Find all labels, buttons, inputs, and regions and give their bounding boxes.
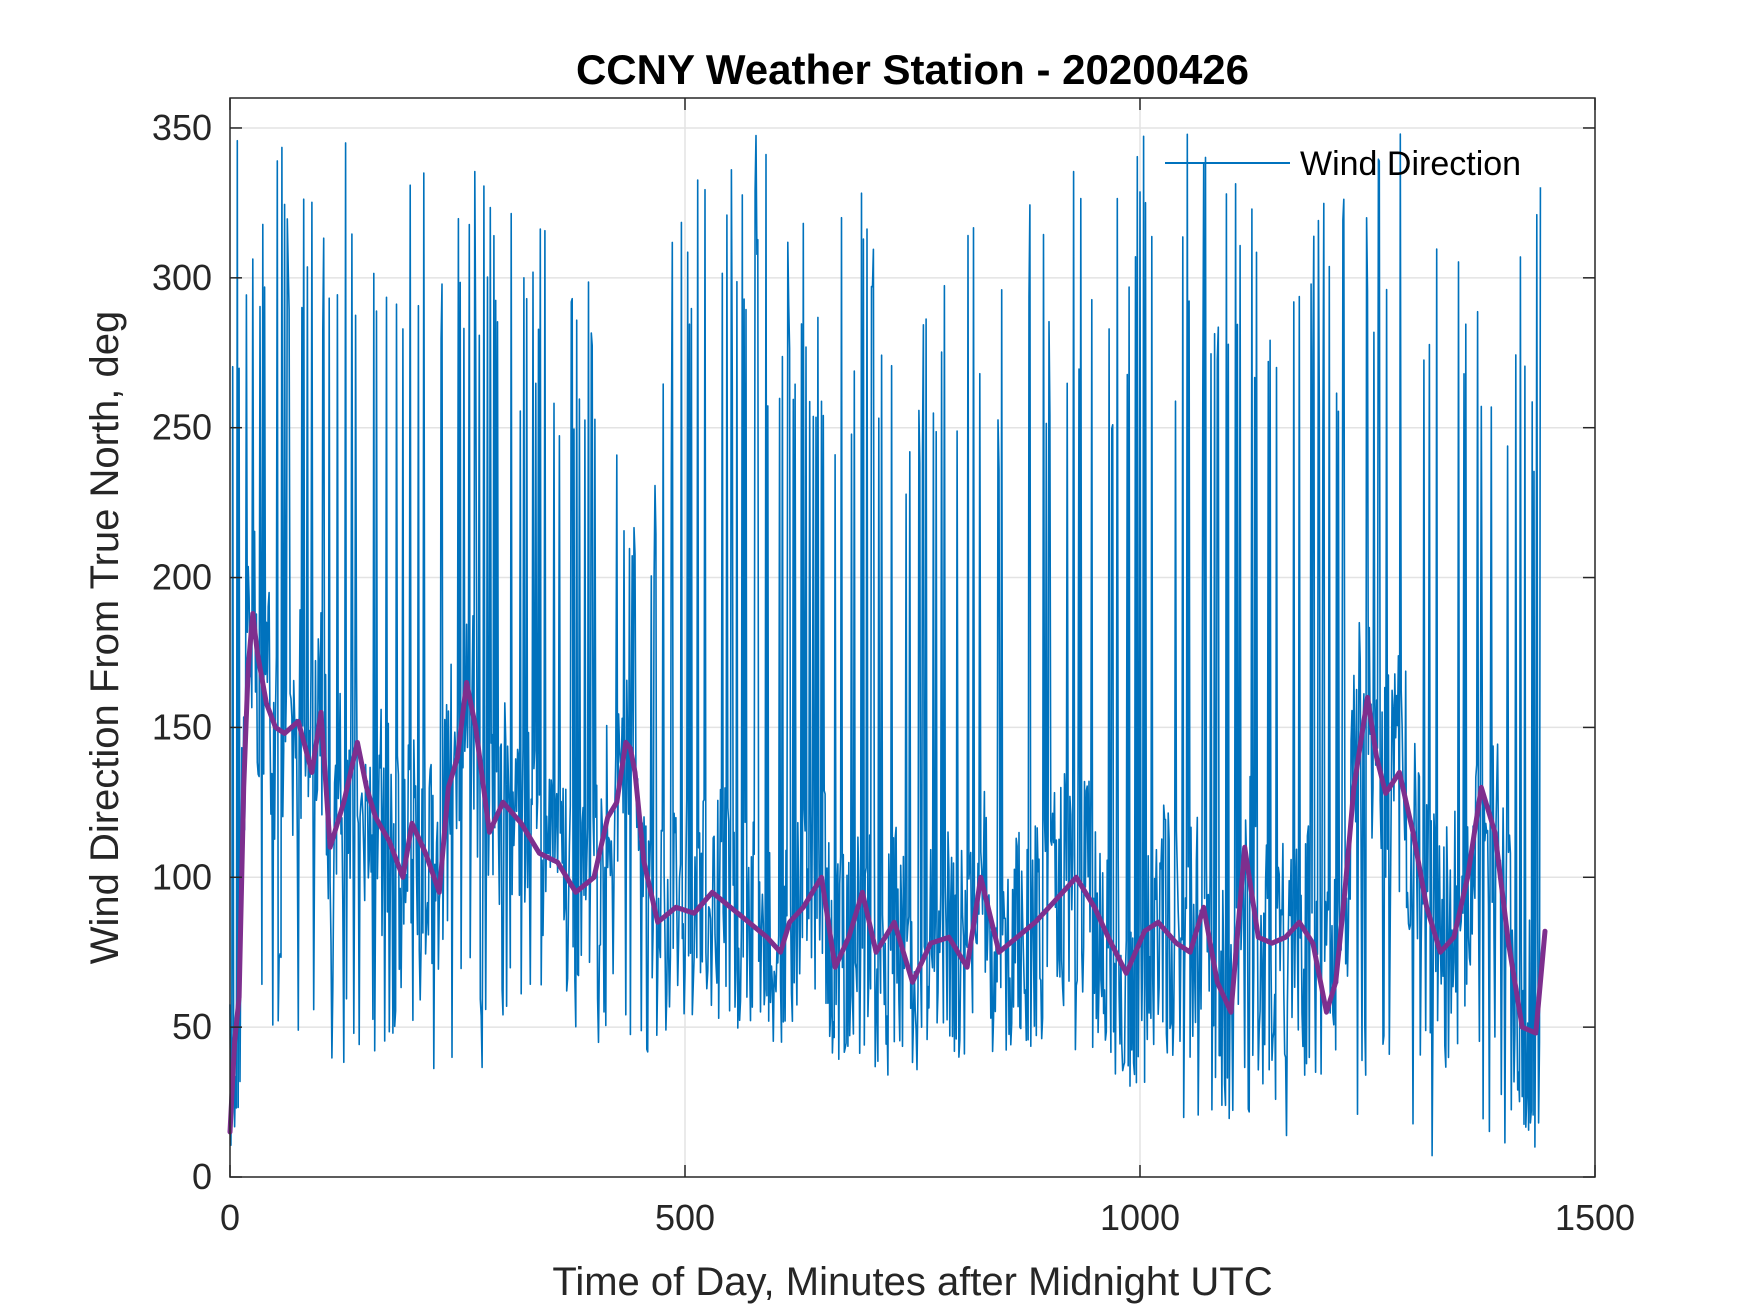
- y-tick-label-200: 200: [152, 557, 212, 598]
- x-tick-label-1500: 1500: [1555, 1197, 1635, 1238]
- y-tick-label-100: 100: [152, 856, 212, 897]
- legend: Wind Direction: [1165, 145, 1521, 183]
- y-tick-label-350: 350: [152, 107, 212, 148]
- data-lines: [227, 133, 1548, 1157]
- plot-frame: [229, 97, 1596, 1178]
- y-tick-label-0: 0: [192, 1156, 212, 1197]
- y-tick-label-300: 300: [152, 257, 212, 298]
- series-line-moving-average: [227, 611, 1548, 1135]
- y-tick-label-150: 150: [152, 706, 212, 747]
- y-tick-label-250: 250: [152, 407, 212, 448]
- legend-label-wind-direction: Wind Direction: [1300, 145, 1521, 183]
- axis-ticks: 0 500 1000 1500 0 50 100 150 200 250 300 350: [152, 98, 1635, 1238]
- series-line-wind-direction: [229, 133, 1542, 1157]
- chart-title: CCNY Weather Station - 20200426: [576, 46, 1249, 93]
- x-tick-label-1000: 1000: [1100, 1197, 1180, 1238]
- x-axis-label: Time of Day, Minutes after Midnight UTC: [552, 1260, 1272, 1304]
- x-tick-label-0: 0: [220, 1197, 240, 1238]
- x-tick-label-500: 500: [655, 1197, 715, 1238]
- y-tick-label-50: 50: [172, 1006, 212, 1047]
- y-axis-label: Wind Direction From True North, deg: [83, 311, 127, 965]
